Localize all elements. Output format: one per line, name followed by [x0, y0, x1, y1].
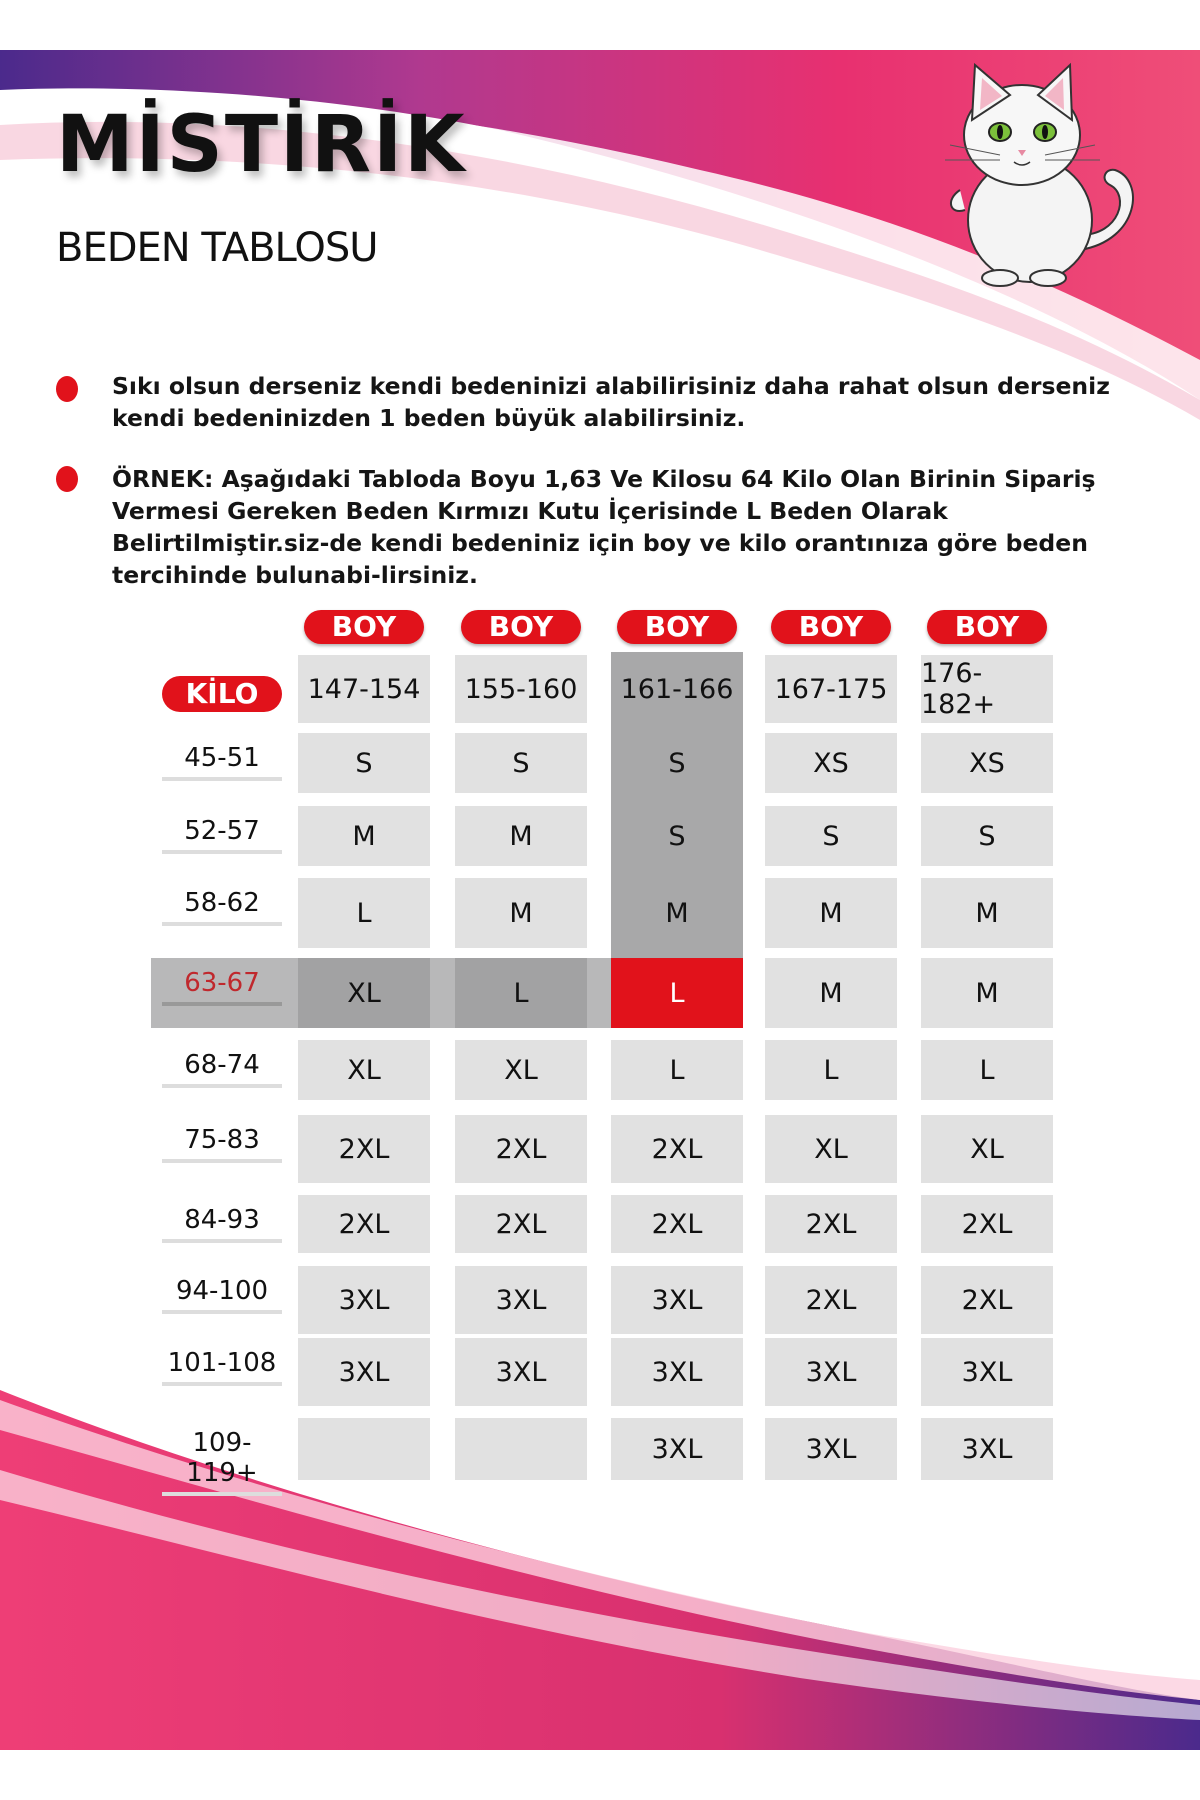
size-cell: XS — [921, 733, 1053, 793]
size-cell: M — [455, 806, 587, 866]
size-cell: M — [921, 958, 1053, 1028]
boy-header-badge: BOY — [771, 610, 891, 644]
size-cell: S — [455, 733, 587, 793]
size-cell: M — [765, 958, 897, 1028]
size-cell: S — [611, 733, 743, 793]
boy-header-badge: BOY — [617, 610, 737, 644]
kilo-range-label: 94-100 — [162, 1276, 282, 1314]
page-title: BEDEN TABLOSU — [56, 225, 379, 271]
size-cell: 2XL — [455, 1195, 587, 1253]
size-cell: 3XL — [765, 1418, 897, 1480]
bullet-icon — [56, 376, 78, 402]
height-header-cell: 155-160 — [455, 655, 587, 723]
kilo-header-badge: KİLO — [162, 676, 282, 712]
cat-illustration — [945, 62, 1134, 287]
size-cell: 3XL — [765, 1338, 897, 1406]
size-cell: 3XL — [921, 1418, 1053, 1480]
size-cell: 2XL — [298, 1115, 430, 1183]
size-cell: 3XL — [298, 1266, 430, 1334]
size-cell: L — [611, 1040, 743, 1100]
size-cell: M — [921, 878, 1053, 948]
size-cell: XL — [298, 958, 430, 1028]
size-cell: XL — [455, 1040, 587, 1100]
kilo-range-label: 101-108 — [162, 1348, 282, 1386]
note-fit: Sıkı olsun derseniz kendi bedeninizi ala… — [112, 372, 1110, 432]
size-cell: L — [765, 1040, 897, 1100]
size-cell: M — [611, 878, 743, 948]
kilo-range-label: 109-119+ — [162, 1428, 282, 1496]
size-cell: 3XL — [611, 1266, 743, 1334]
size-cell: S — [298, 733, 430, 793]
size-cell: XL — [921, 1115, 1053, 1183]
size-cell: M — [298, 806, 430, 866]
kilo-range-label: 52-57 — [162, 816, 282, 854]
kilo-range-label: 84-93 — [162, 1205, 282, 1243]
height-header-cell: 167-175 — [765, 655, 897, 723]
size-cell: 2XL — [298, 1195, 430, 1253]
size-cell: S — [765, 806, 897, 866]
size-cell: XL — [765, 1115, 897, 1183]
size-cell: 2XL — [921, 1266, 1053, 1334]
height-header-cell: 176-182+ — [921, 655, 1053, 723]
kilo-range-label: 75-83 — [162, 1125, 282, 1163]
size-cell: L — [455, 958, 587, 1028]
highlighted-size-cell: L — [611, 958, 743, 1028]
size-cell: 3XL — [298, 1338, 430, 1406]
size-cell: 3XL — [611, 1418, 743, 1480]
height-header-cell: 161-166 — [611, 655, 743, 723]
size-cell: L — [921, 1040, 1053, 1100]
size-cell: 2XL — [611, 1115, 743, 1183]
size-cell — [298, 1418, 430, 1480]
size-cell: M — [455, 878, 587, 948]
size-cell: 3XL — [611, 1338, 743, 1406]
brand-logo: MİSTİRİK — [56, 100, 467, 190]
boy-header-badge: BOY — [304, 610, 424, 644]
height-header-cell: 147-154 — [298, 655, 430, 723]
kilo-range-label: 68-74 — [162, 1050, 282, 1088]
size-cell — [455, 1418, 587, 1480]
size-cell: 3XL — [921, 1338, 1053, 1406]
bullet-icon — [56, 466, 78, 492]
size-cell: 2XL — [455, 1115, 587, 1183]
size-cell: 3XL — [455, 1266, 587, 1334]
size-cell: L — [298, 878, 430, 948]
kilo-range-label: 58-62 — [162, 888, 282, 926]
size-cell: S — [921, 806, 1053, 866]
note-example: ÖRNEK: Aşağıdaki Tabloda Boyu 1,63 Ve Ki… — [112, 465, 1096, 589]
boy-header-badge: BOY — [927, 610, 1047, 644]
kilo-range-label: 63-67 — [162, 968, 282, 1006]
size-cell: 3XL — [455, 1338, 587, 1406]
kilo-range-label: 45-51 — [162, 743, 282, 781]
size-cell: S — [611, 806, 743, 866]
size-cell: 2XL — [765, 1266, 897, 1334]
size-cell: 2XL — [611, 1195, 743, 1253]
size-cell: 2XL — [765, 1195, 897, 1253]
size-cell: 2XL — [921, 1195, 1053, 1253]
boy-header-badge: BOY — [461, 610, 581, 644]
size-cell: M — [765, 878, 897, 948]
size-cell: XS — [765, 733, 897, 793]
size-cell: XL — [298, 1040, 430, 1100]
